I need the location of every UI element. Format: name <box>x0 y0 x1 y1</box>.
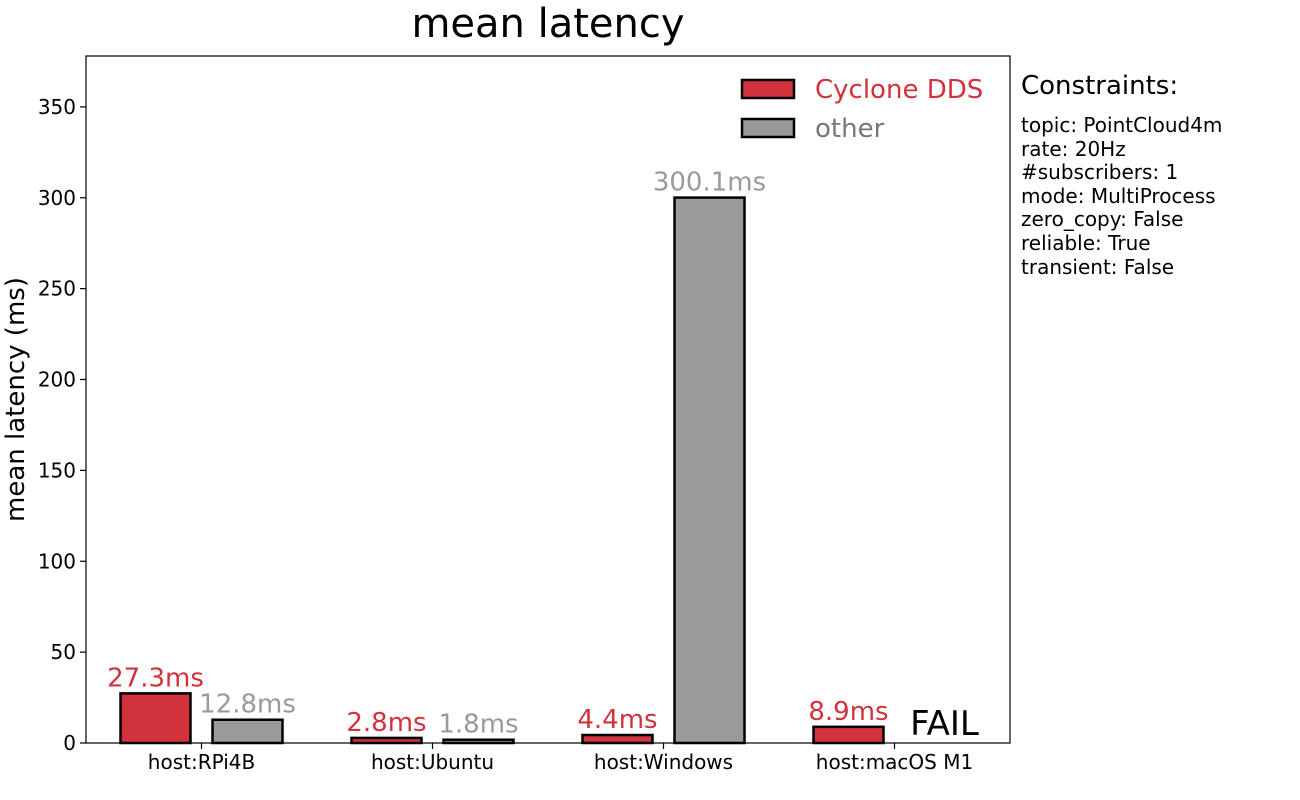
y-tick-label: 350 <box>38 95 76 119</box>
bar-fail-label: FAIL <box>910 704 979 744</box>
bar-value-label: 2.8ms <box>346 708 426 738</box>
constraints-panel: Constraints: topic: PointCloud4m rate: 2… <box>1021 70 1222 279</box>
x-tick-label: host:RPi4B <box>148 750 255 774</box>
y-axis-label: mean latency (ms) <box>1 277 31 522</box>
bar-cyclone-dds <box>350 736 423 745</box>
bar-value-label: 1.8ms <box>438 710 518 740</box>
y-tick-label: 250 <box>38 277 76 301</box>
constraint-topic: topic: PointCloud4m <box>1021 113 1223 137</box>
bar-value-label: 4.4ms <box>577 705 657 735</box>
constraint-transient: transient: False <box>1021 254 1175 279</box>
bar-other <box>211 718 284 745</box>
constraint-rate: rate: 20Hz <box>1021 136 1126 161</box>
x-tick-label: host:Windows <box>594 750 733 774</box>
y-tick-label: 0 <box>63 731 76 755</box>
legend-swatch <box>740 78 796 100</box>
constraints-title: Constraints: <box>1021 71 1179 101</box>
plot-frame <box>85 55 1011 744</box>
y-tick-label: 300 <box>38 186 76 210</box>
bar-value-label: 8.9ms <box>808 697 888 727</box>
constraint-subscribers: #subscribers: 1 <box>1021 160 1179 185</box>
y-tick-label: 50 <box>51 640 76 664</box>
bar-value-label: 27.3ms <box>107 663 204 693</box>
bar-cyclone-dds <box>119 692 192 745</box>
y-tick-label: 100 <box>38 549 76 573</box>
bar-cyclone-dds <box>581 733 654 745</box>
x-tick-label: host:Ubuntu <box>371 750 494 774</box>
y-tick-label: 150 <box>38 458 76 482</box>
x-tick-label: host:macOS M1 <box>816 750 973 774</box>
chart-title: mean latency <box>411 1 684 47</box>
constraint-zero-copy: zero_copy: False <box>1021 207 1184 232</box>
bar-other <box>673 196 746 745</box>
constraint-reliable: reliable: True <box>1021 230 1151 255</box>
legend-swatch <box>740 117 796 139</box>
legend-entry: Cyclone DDS <box>815 75 983 105</box>
constraint-mode: mode: MultiProcess <box>1021 183 1216 208</box>
bar-value-label: 300.1ms <box>653 168 766 198</box>
y-tick-label: 200 <box>38 368 76 392</box>
bar-cyclone-dds <box>812 725 885 745</box>
legend-entry: other <box>815 114 885 144</box>
bar-value-label: 12.8ms <box>199 690 296 720</box>
